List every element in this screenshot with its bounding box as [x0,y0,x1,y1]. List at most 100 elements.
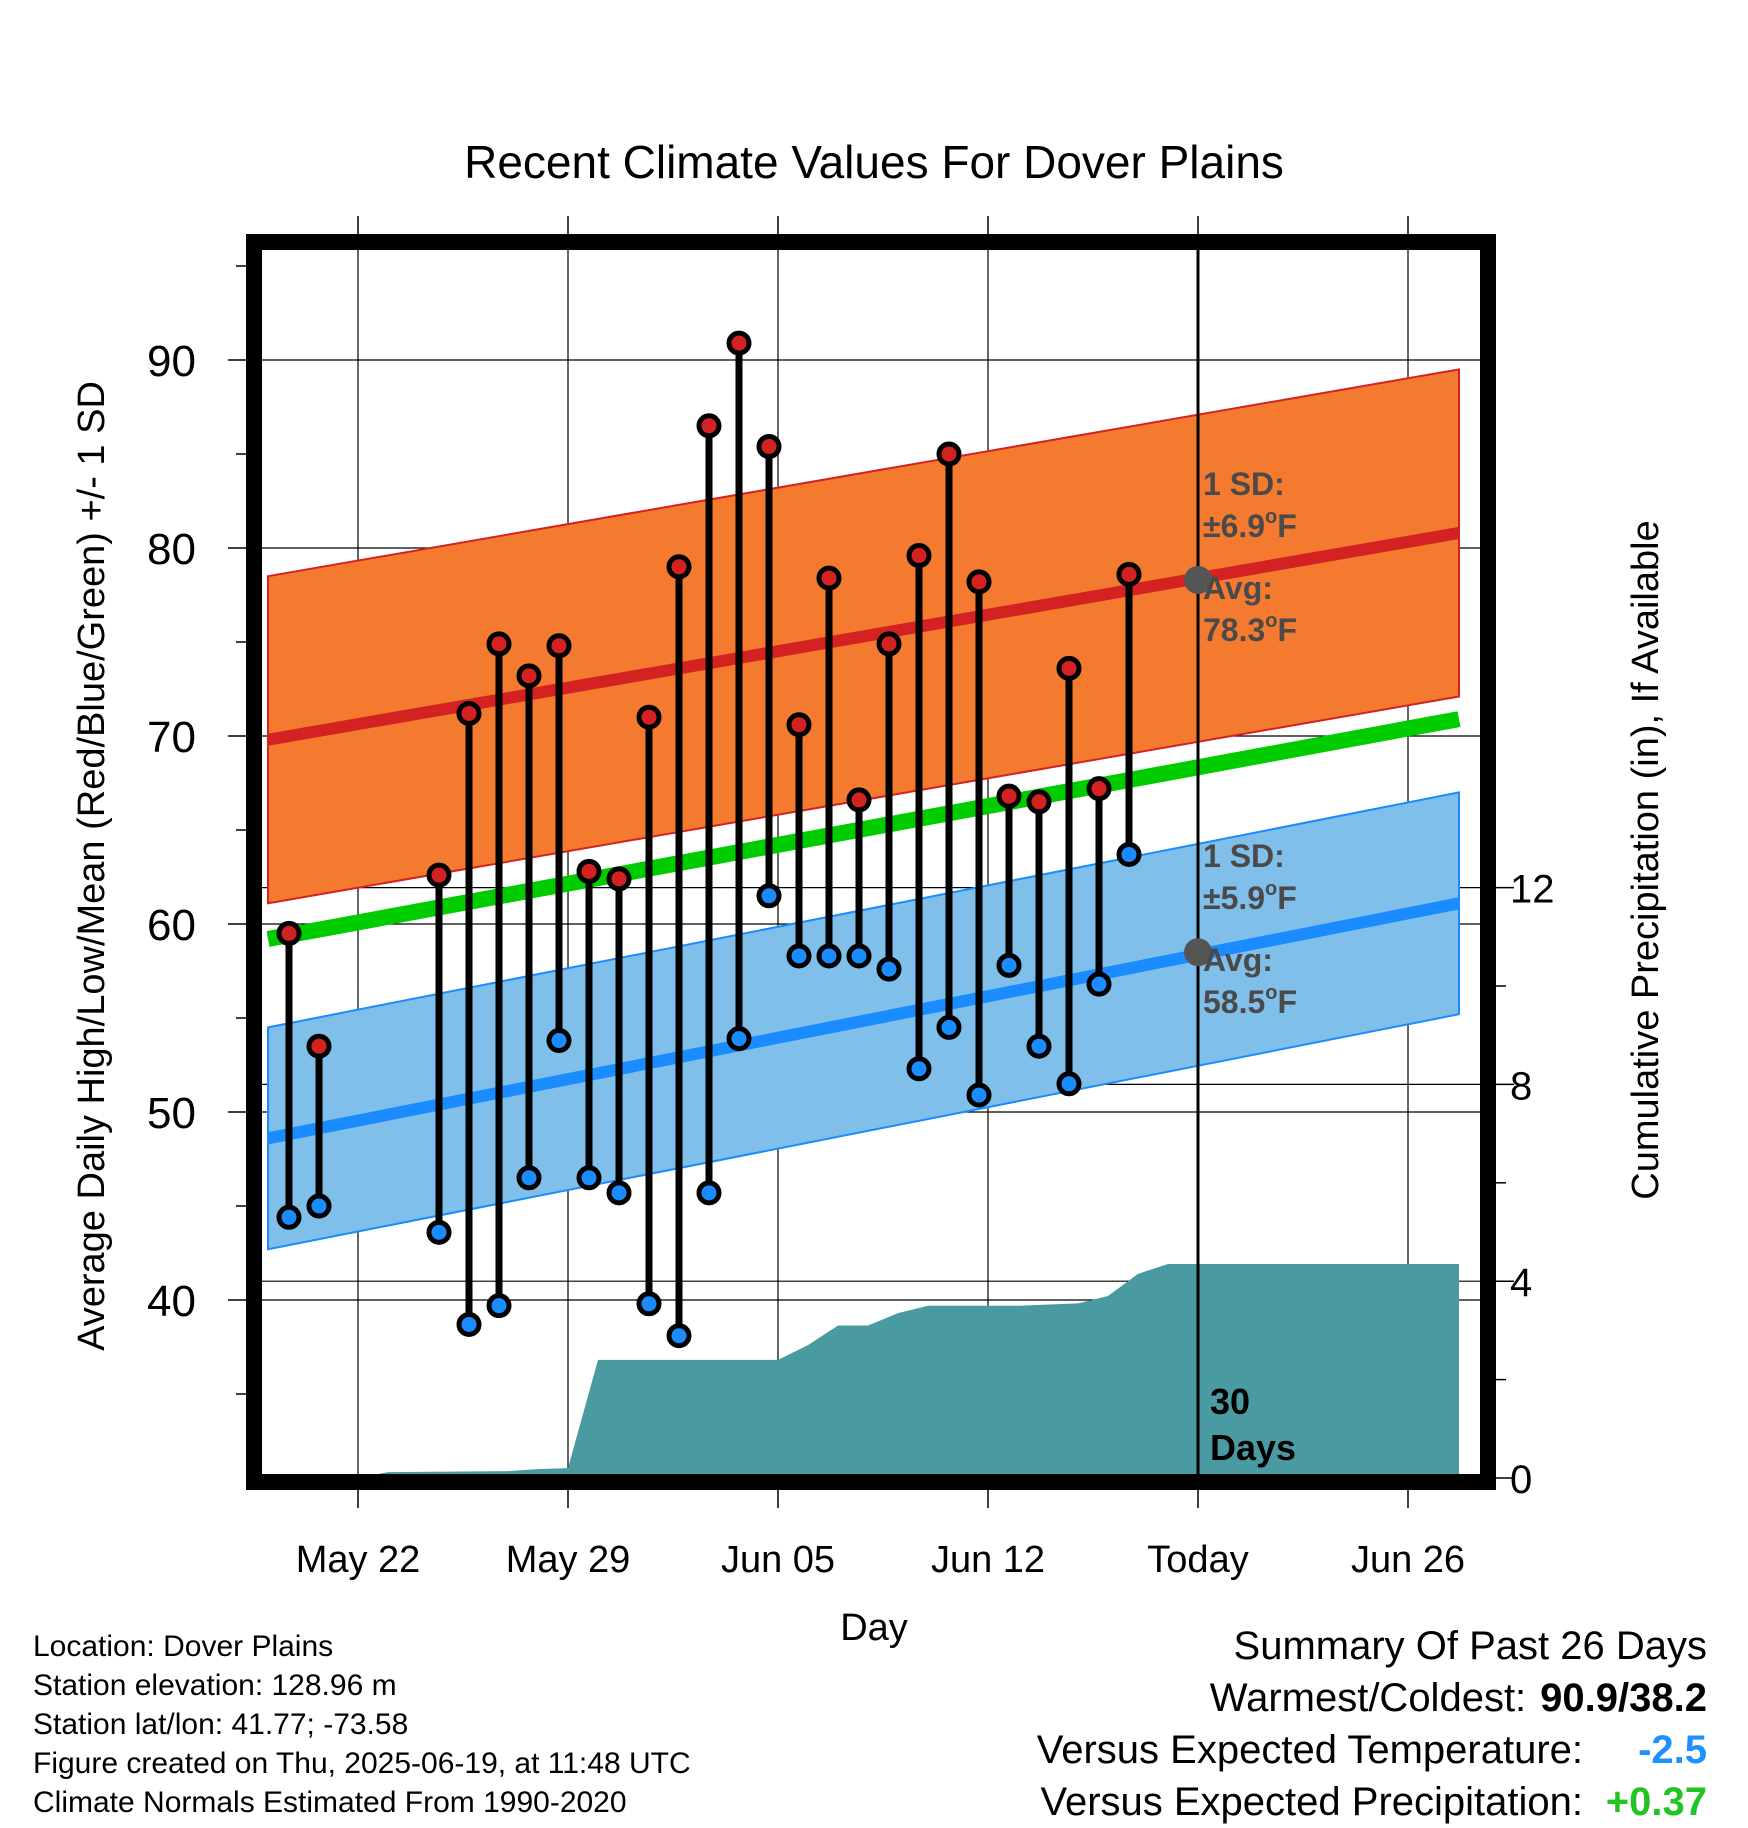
precip-area [358,1263,1459,1478]
daily-high-point [876,631,902,657]
daily-high-point [516,663,542,689]
daily-high-point [756,433,782,459]
plot-frame [246,234,1496,1490]
low-annotation: 1 SD: ±5.9oF Avg: 58.5oF [1203,838,1297,1020]
high-sd-degree: o [1265,506,1277,528]
daily-high-point [696,413,722,439]
warm-cold-label: Warmest/Coldest: [1209,1676,1527,1720]
summary-panel: Summary Of Past 26 Days Warmest/Coldest:… [1037,1620,1707,1828]
y-tick-label: 80 [147,525,196,574]
daily-low-point [936,1014,962,1040]
y2-tick-label: 4 [1510,1261,1532,1305]
low-avg-value: 58.5oF [1203,982,1297,1020]
y-tick-label: 40 [147,1277,196,1326]
today-days-number: 30 [1210,1381,1250,1422]
daily-high-point [456,700,482,726]
daily-high-point [816,565,842,591]
daily-low-point [786,943,812,969]
daily-high-point [1086,776,1112,802]
warm-cold-value: 90.9/38.2 [1540,1676,1707,1720]
high-annotation: 1 SD: ±6.9oF Avg: 78.3oF [1203,466,1297,648]
high-avg-unit: F [1278,612,1298,648]
daily-low-point [426,1219,452,1245]
daily-high-point [426,862,452,888]
x-axis-label: Day [840,1607,908,1649]
daily-low-point [546,1028,572,1054]
today-days-label: 30 Days [1210,1381,1296,1468]
daily-high-point [936,441,962,467]
daily-high-point [1056,655,1082,681]
daily-low-point [516,1165,542,1191]
daily-high-point [906,543,932,569]
plot-area: 1 SD: ±6.9oF Avg: 78.3oF 1 SD: ±5.9oF Avg: 58.5… [258,246,1484,1478]
temp-departure-value: -2.5 [1638,1728,1707,1772]
daily-high-point [546,633,572,659]
y-tick-label: 50 [147,1089,196,1138]
high-sd-title: 1 SD: [1203,466,1285,502]
daily-high-point [786,712,812,738]
elevation-text: Station elevation: 128.96 m [33,1669,397,1702]
latlon-text: Station lat/lon: 41.77; -73.58 [33,1708,409,1741]
y2-tick-label: 0 [1510,1458,1532,1502]
high-avg-value: 78.3oF [1203,610,1297,648]
daily-low-point [1116,841,1142,867]
daily-low-point [276,1204,302,1230]
low-sd-unit: F [1277,880,1297,916]
normals-text: Climate Normals Estimated From 1990-2020 [33,1786,627,1819]
daily-low-point [606,1180,632,1206]
y2-tick-label: 8 [1510,1064,1532,1108]
low-avg-title: Avg: [1203,942,1273,978]
temp-departure-label: Versus Expected Temperature: [1036,1728,1583,1772]
daily-low-point [456,1311,482,1337]
precip-departure-label: Versus Expected Precipitation: [1040,1780,1583,1824]
low-avg-degree: o [1265,982,1277,1004]
daily-low-point [696,1180,722,1206]
daily-high-point [576,858,602,884]
low-sd-title: 1 SD: [1203,838,1285,874]
daily-low-point [636,1291,662,1317]
x-tick-label: May 29 [506,1539,631,1581]
y-axis-label: Average Daily High/Low/Mean (Red/Blue/Gr… [71,381,113,1351]
high-avg-title: Avg: [1203,570,1273,606]
low-avg-marker [1184,938,1212,967]
daily-low-point [306,1193,332,1219]
location-text: Location: Dover Plains [33,1630,334,1663]
y-tick-label: 70 [147,713,196,762]
daily-low-point [906,1056,932,1082]
station-info: Location: Dover Plains Station elevation… [33,1627,691,1822]
daily-high-point [666,554,692,580]
x-tick-label: May 22 [296,1539,421,1581]
x-tick-label: Today [1147,1539,1248,1581]
low-avg-unit: F [1278,984,1298,1020]
daily-low-point [876,956,902,982]
daily-low-point [1056,1071,1082,1097]
daily-low-point [486,1293,512,1319]
daily-high-point [846,787,872,813]
daily-low-point [966,1082,992,1108]
daily-high-point [1116,561,1142,587]
high-avg-degree: o [1265,610,1277,632]
daily-low-point [756,883,782,909]
x-tick-label: Jun 05 [721,1539,835,1581]
high-avg-marker [1184,565,1212,594]
high-sd-unit: F [1277,508,1297,544]
y-tick-label: 60 [147,901,196,950]
daily-low-point [1026,1033,1052,1059]
daily-high-point [996,783,1022,809]
x-tick-label: Jun 26 [1351,1539,1465,1581]
x-tick-label: Jun 12 [931,1539,1045,1581]
daily-low-point [996,952,1022,978]
daily-low-point [816,943,842,969]
chart-title: Recent Climate Values For Dover Plains [464,136,1284,188]
y2-axis-label: Cumulative Precipitation (in), If Availa… [1625,520,1667,1199]
daily-high-point [636,704,662,730]
created-text: Figure created on Thu, 2025-06-19, at 11… [33,1747,691,1780]
daily-high-point [306,1033,332,1059]
daily-high-point [606,866,632,892]
y-tick-label: 90 [147,337,196,386]
daily-high-point [726,330,752,356]
precip-departure-value: +0.37 [1605,1780,1707,1824]
summary-title: Summary Of Past 26 Days [1233,1624,1707,1668]
y2-tick-label: 12 [1510,868,1555,912]
